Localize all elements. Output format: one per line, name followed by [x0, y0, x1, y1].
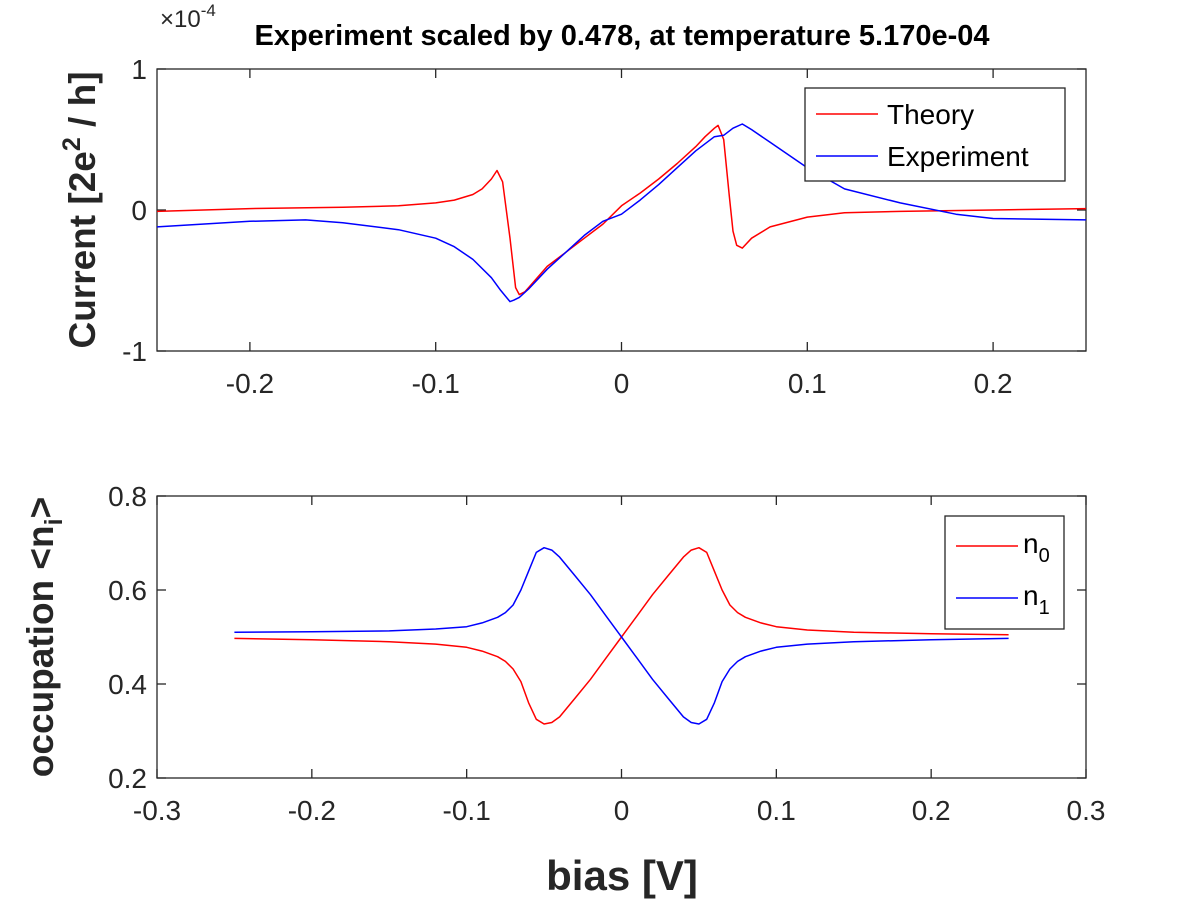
occupation-y-axis-label: occupation <ni> — [20, 497, 68, 777]
occupation-x-tick-label: -0.1 — [443, 795, 491, 826]
current-x-tick-label: 0.2 — [974, 368, 1013, 399]
current-tick-marks — [157, 68, 1086, 352]
current-x-tick-label: -0.2 — [226, 368, 274, 399]
legend-n0-base: n — [1023, 528, 1039, 559]
current-y-axis-label: Current [2e2 / h] — [58, 71, 103, 348]
occupation-series-lines — [234, 546, 1009, 725]
current-legend: Theory Experiment — [804, 87, 1066, 182]
occupation-y-tick-label: 0.6 — [108, 575, 147, 606]
legend-theory-label: Theory — [887, 99, 974, 130]
current-y-tick-labels: -1 0 1 — [122, 54, 147, 367]
occupation-axes: -0.3 -0.2 -0.1 0 0.1 0.2 0.3 0.2 0.4 0.6 0.8 occu… — [20, 481, 1105, 899]
current-line-theory — [157, 124, 1086, 296]
current-line-experiment — [157, 123, 1086, 303]
occupation-x-tick-label: -0.3 — [133, 795, 181, 826]
current-legend-box — [804, 87, 1066, 182]
current-y-label-main: Current [2e — [62, 151, 103, 348]
occupation-x-tick-labels: -0.3 -0.2 -0.1 0 0.1 0.2 0.3 — [133, 795, 1106, 826]
current-series-lines — [157, 123, 1086, 303]
occupation-x-tick-label: 0 — [614, 795, 630, 826]
occupation-y-label-end: > — [20, 497, 61, 519]
current-y-label-end: / h] — [62, 71, 103, 137]
current-y-tick-label: -1 — [122, 336, 147, 367]
legend-experiment-label: Experiment — [887, 141, 1029, 172]
occupation-x-tick-label: 0.1 — [757, 795, 796, 826]
occupation-tick-marks — [156, 495, 1087, 779]
occupation-y-tick-label: 0.4 — [108, 669, 147, 700]
legend-n1-label: n1 — [1023, 580, 1050, 619]
occupation-y-label-sub: i — [40, 518, 68, 525]
occupation-legend-box — [944, 515, 1065, 630]
occupation-y-tick-label: 0.2 — [108, 763, 147, 794]
occupation-x-tick-label: 0.3 — [1067, 795, 1106, 826]
occupation-legend: n0 n1 — [944, 515, 1065, 630]
current-x-tick-label: 0.1 — [788, 368, 827, 399]
current-x-tick-label: -0.1 — [412, 368, 460, 399]
legend-n0-label: n0 — [1023, 528, 1050, 567]
occupation-y-label-main: occupation <n — [20, 525, 61, 777]
occupation-line-n1 — [234, 546, 1009, 725]
occupation-x-tick-label: 0.2 — [912, 795, 951, 826]
current-y-tick-label: 1 — [131, 54, 147, 85]
occupation-y-tick-labels: 0.2 0.4 0.6 0.8 — [108, 481, 147, 794]
exponent-label: ×10-4 — [160, 1, 216, 33]
chart-title: Experiment scaled by 0.478, at temperatu… — [254, 20, 989, 52]
legend-n1-base: n — [1023, 580, 1039, 611]
legend-n1-sub: 1 — [1039, 597, 1050, 619]
occupation-x-tick-label: -0.2 — [288, 795, 336, 826]
occupation-y-tick-label: 0.8 — [108, 481, 147, 512]
exponent-base: ×10 — [160, 6, 201, 33]
current-x-tick-label: 0 — [614, 368, 630, 399]
current-y-label-sup: 2 — [58, 137, 86, 151]
exponent-power: -4 — [201, 1, 216, 20]
bias-x-axis-label: bias [V] — [546, 852, 698, 899]
legend-n0-sub: 0 — [1039, 545, 1050, 567]
current-y-tick-label: 0 — [131, 195, 147, 226]
current-axes: -0.2 -0.1 0 0.1 0.2 -1 0 1 ×10-4 Experiment sc… — [58, 1, 1087, 399]
current-x-tick-labels: -0.2 -0.1 0 0.1 0.2 — [226, 368, 1013, 399]
